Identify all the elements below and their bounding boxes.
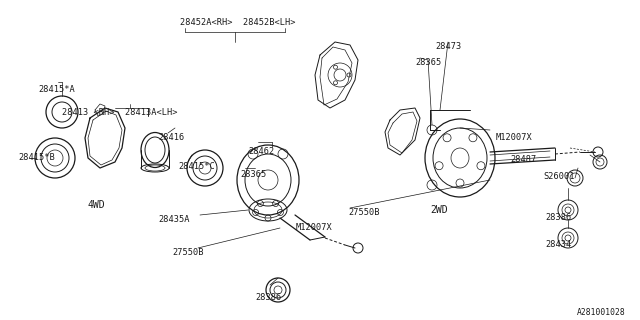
Text: 28365: 28365 — [240, 170, 266, 179]
Text: 28416: 28416 — [158, 133, 184, 142]
Text: 28386: 28386 — [255, 293, 281, 302]
Text: A281001028: A281001028 — [577, 308, 626, 317]
Text: 28415*C: 28415*C — [178, 162, 215, 171]
Text: M12007X: M12007X — [296, 223, 333, 232]
Text: 28386: 28386 — [545, 213, 572, 222]
Text: 28473: 28473 — [435, 42, 461, 51]
Text: M12007X: M12007X — [496, 133, 532, 142]
Text: 27550B: 27550B — [172, 248, 204, 257]
Text: 28462: 28462 — [248, 147, 275, 156]
Text: 28452A<RH>  28452B<LH>: 28452A<RH> 28452B<LH> — [180, 18, 296, 27]
Text: 28413 <RH>  28413A<LH>: 28413 <RH> 28413A<LH> — [62, 108, 177, 117]
Text: S26001: S26001 — [543, 172, 575, 181]
Text: 28365: 28365 — [415, 58, 441, 67]
Text: 4WD: 4WD — [88, 200, 106, 210]
Text: 27550B: 27550B — [348, 208, 380, 217]
Text: 28434: 28434 — [545, 240, 572, 249]
Text: 28487: 28487 — [510, 155, 536, 164]
Text: 28415*B: 28415*B — [18, 153, 55, 162]
Text: 28435A: 28435A — [158, 215, 189, 224]
Text: 28415*A: 28415*A — [38, 85, 75, 94]
Text: 2WD: 2WD — [430, 205, 447, 215]
